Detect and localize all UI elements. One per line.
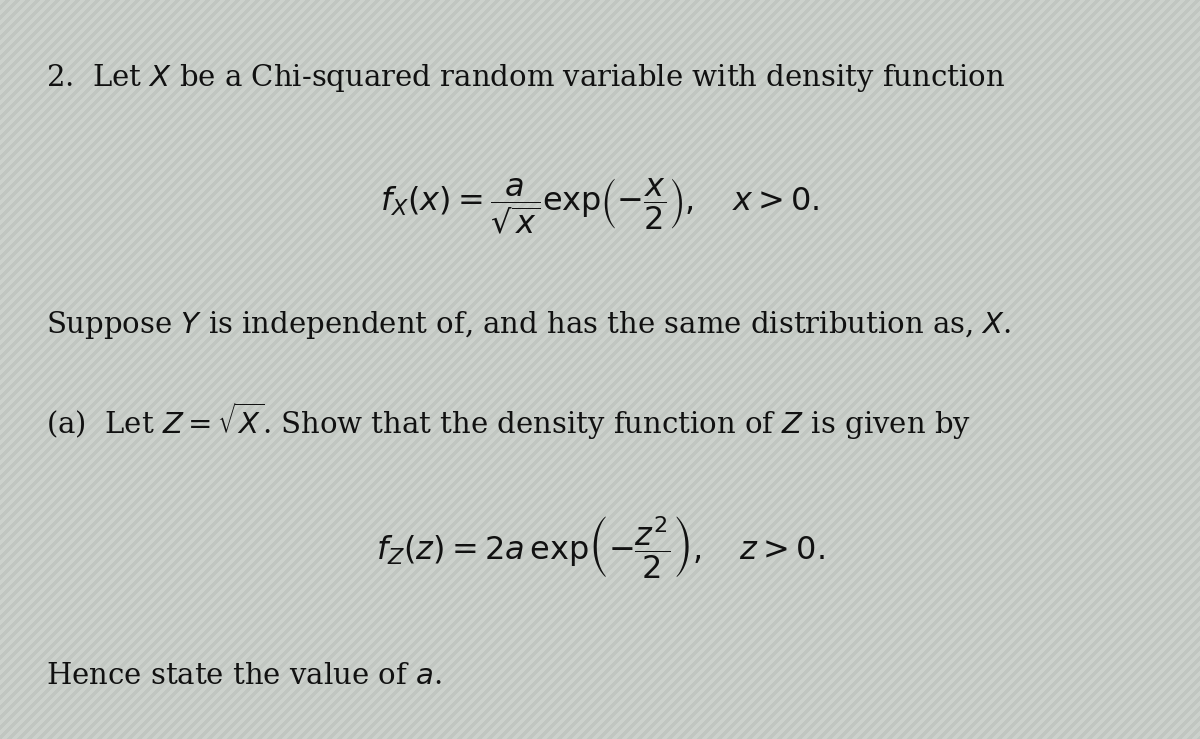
Text: Hence state the value of $a$.: Hence state the value of $a$.	[46, 662, 442, 690]
Text: $f_Z(z) = 2a\,\exp\!\left(-\dfrac{z^2}{2}\right), \quad z > 0.$: $f_Z(z) = 2a\,\exp\!\left(-\dfrac{z^2}{2…	[376, 514, 824, 580]
Text: Suppose $Y$ is independent of, and has the same distribution as, $X$.: Suppose $Y$ is independent of, and has t…	[46, 309, 1010, 341]
Text: 2.  Let $X$ be a Chi-squared random variable with density function: 2. Let $X$ be a Chi-squared random varia…	[46, 61, 1004, 94]
Text: (a)  Let $Z = \sqrt{X}$. Show that the density function of $Z$ is given by: (a) Let $Z = \sqrt{X}$. Show that the de…	[46, 401, 971, 442]
Text: $f_X(x) = \dfrac{a}{\sqrt{x}}\exp\!\left(-\dfrac{x}{2}\right), \quad x > 0.$: $f_X(x) = \dfrac{a}{\sqrt{x}}\exp\!\left…	[380, 177, 820, 237]
